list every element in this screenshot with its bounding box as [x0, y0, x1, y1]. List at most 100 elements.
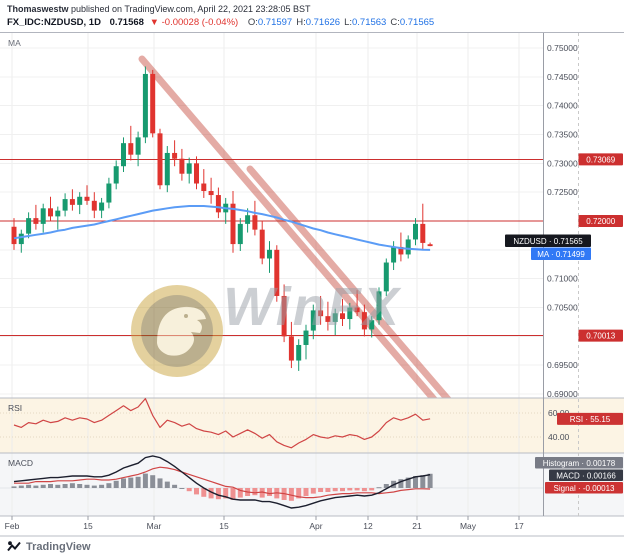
candle-body [194, 163, 199, 184]
hist-bar [201, 488, 207, 497]
candle-body [62, 199, 68, 211]
publish-line: Thomaswestw published on TradingView.com… [7, 3, 624, 15]
candle-body [303, 330, 309, 345]
hist-bar [26, 484, 32, 488]
price-level-badge [578, 153, 623, 166]
tradingview-logo-icon[interactable] [7, 540, 21, 554]
price-tick-label: 0.73500 [547, 130, 578, 140]
pane-borders [0, 33, 624, 537]
candle-body [369, 320, 375, 330]
price-change: ▼ -0.00028 (-0.04%) [149, 17, 239, 28]
price-levels [0, 158, 543, 337]
hist-bar [361, 488, 367, 492]
ohlc-label: L: [344, 17, 352, 28]
rsi-line [13, 398, 431, 449]
hist-bar [194, 488, 199, 495]
hist-bar [420, 475, 426, 488]
hist-bar [33, 485, 39, 488]
price-chart[interactable]: MARSIMACD60.0040.00WinFX0.750000.745000.… [0, 33, 624, 538]
footer: TradingView [0, 537, 624, 557]
candle-body [77, 196, 83, 205]
trend-channel [138, 55, 470, 439]
price-tick-label: 0.74500 [547, 72, 578, 82]
candle-body [18, 233, 24, 245]
last-price-badge [505, 234, 591, 247]
hist-bar [318, 488, 324, 492]
candle-body [106, 183, 112, 203]
candle-body [40, 208, 46, 224]
price-level-badge-text: 0.73069 [586, 155, 615, 164]
macd-histogram [11, 473, 433, 501]
hist-bar [427, 473, 433, 488]
price-tick-label: 0.73000 [547, 158, 578, 168]
hist-bar [354, 488, 360, 491]
tradingview-brand[interactable]: TradingView [26, 541, 91, 553]
candle-body [179, 158, 185, 174]
last-price-badge-text: NZDUSD · 0.71565 [513, 237, 583, 246]
hist-bar [215, 488, 221, 500]
candle-body [310, 310, 316, 331]
hist-bar [398, 479, 404, 488]
macd-value-badge [549, 469, 623, 481]
signal-line [14, 466, 431, 499]
ohlc-label: H: [296, 17, 306, 28]
hist-bar [310, 488, 316, 494]
ma-line[interactable] [13, 205, 431, 251]
candle-body [318, 310, 324, 317]
hist-bar [332, 488, 338, 492]
rsi-value-badge-text: RSI · 55.15 [570, 415, 611, 424]
macd-pane-label: MACD [8, 458, 33, 468]
hist-bar [172, 484, 178, 488]
candle-body [113, 166, 119, 184]
hist-bar [62, 484, 68, 488]
hist-bar [84, 484, 90, 488]
author-name[interactable]: Thomaswestw [7, 4, 69, 14]
hist-bar [99, 484, 105, 488]
ohlc-label: O: [247, 17, 258, 28]
ma-pane-label: MA [8, 38, 21, 48]
time-axis[interactable]: Feb 15 Mar 15 Apr 12 21 May 17 [5, 516, 524, 531]
main-pane-bg [0, 33, 624, 398]
price-tick-label: 0.69000 [547, 389, 578, 399]
time-tick-label: 15 [219, 521, 229, 531]
macd-pane-bg [0, 453, 624, 516]
hist-bar [347, 488, 353, 491]
macd-line [13, 455, 431, 509]
candle-body [405, 239, 411, 255]
hist-bar [77, 484, 83, 488]
rsi-pane-bg [0, 398, 624, 453]
candle-body [91, 200, 97, 211]
candle-body [274, 249, 280, 296]
candle-body [383, 262, 389, 292]
candle-body [288, 336, 294, 361]
price-level-badge-text: 0.72000 [586, 217, 615, 226]
candle-body [230, 203, 236, 245]
chart-canvas[interactable]: MARSIMACD60.0040.00WinFX0.750000.745000.… [0, 32, 624, 538]
candle-body [121, 143, 126, 167]
price-tick-label: 0.69500 [547, 360, 578, 370]
price-tick-label: 0.70500 [547, 303, 578, 313]
hist-bar [164, 481, 170, 488]
ohlc-value: 0.71565 [399, 17, 435, 28]
publish-info: published on TradingView.com, April 22, … [68, 4, 311, 14]
macd-value-badge-text: MACD · 0.00166 [556, 471, 616, 480]
candle-body [150, 73, 156, 134]
trendline[interactable] [138, 55, 468, 439]
candle-body [267, 249, 272, 259]
hist-bar [48, 484, 53, 488]
candle-body [186, 163, 192, 174]
candle-body [325, 316, 331, 322]
candle-body [128, 143, 134, 155]
hist-bar [11, 486, 17, 488]
price-level-badge [578, 329, 623, 342]
price-tick-label: 0.74000 [547, 101, 578, 111]
signal-value-badge-text: Signal · -0.00013 [554, 484, 615, 493]
hist-bar [69, 483, 75, 488]
candle-body [413, 223, 418, 240]
ohlc-value: 0.71563 [352, 17, 387, 28]
hist-bar [405, 477, 411, 488]
hist-bar [55, 484, 61, 488]
trendline[interactable] [246, 165, 470, 425]
candle-body [252, 215, 258, 230]
